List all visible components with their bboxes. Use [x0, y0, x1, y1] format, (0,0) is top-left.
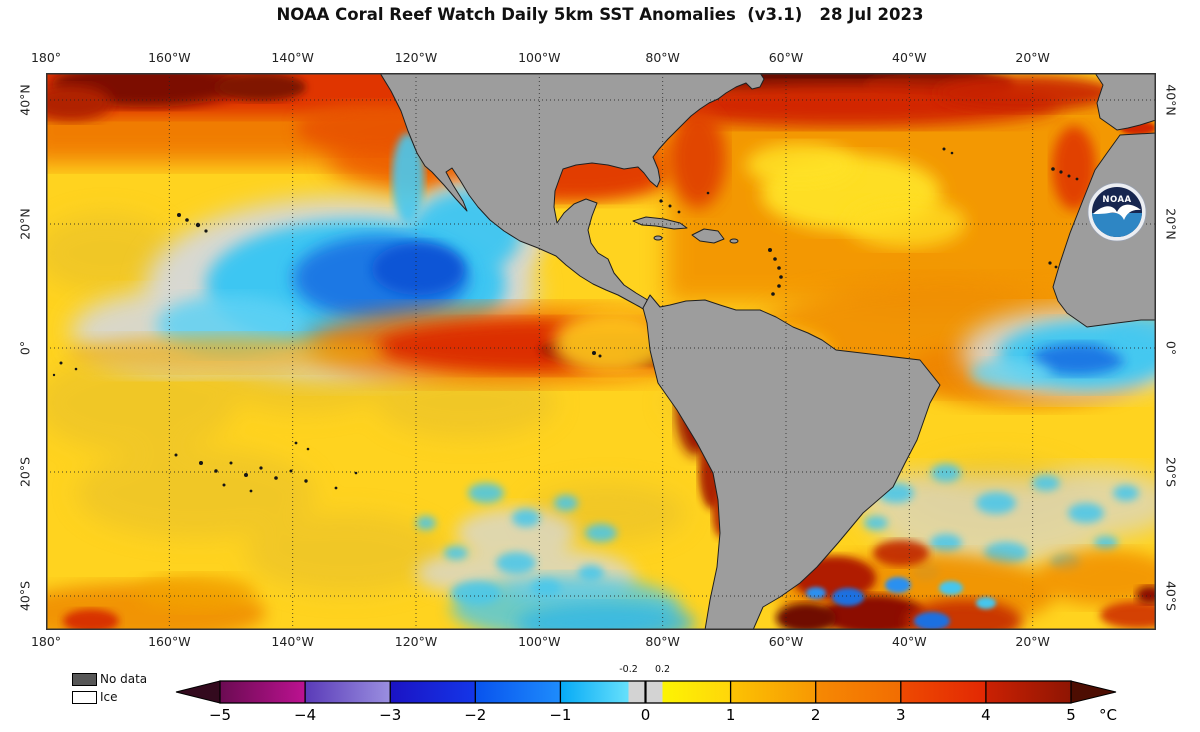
ice-swatch [72, 690, 97, 704]
lat-tick-label: 40°S [17, 580, 33, 612]
lat-tick-label: 20°N [1163, 208, 1179, 240]
lon-tick-label: 160°W [148, 634, 191, 649]
colorbar-tick-label: 5 [1066, 706, 1076, 724]
land-jamaica [653, 235, 663, 241]
colorbar-subtick-label: 0.2 [654, 664, 671, 675]
land-south-america [642, 294, 941, 630]
axis-top: 180° 160°W 140°W 120°W 100°W 80°W 60°W 40°W 20°W [31, 50, 1156, 68]
colorbar-right-arrow [1070, 680, 1117, 704]
no-data-label: No data [100, 672, 148, 686]
lon-tick-label: 120°W [394, 634, 438, 649]
colorbar-tick-label: −4 [294, 706, 317, 724]
lat-tick-label: 20°S [1163, 456, 1179, 488]
lon-tick-label: 120°W [394, 50, 438, 65]
land-puerto-rico [729, 238, 739, 244]
land-hispaniola [691, 228, 725, 244]
lat-tick-label: 40°N [1163, 84, 1179, 116]
lon-tick-label: 140°W [271, 50, 314, 65]
logo-text: NOAA [1102, 195, 1131, 205]
axis-left: 40°N 20°N 0° 20°S 40°S [14, 73, 36, 630]
legend-row-ice: Ice [72, 689, 147, 705]
lon-tick-label: 100°W [518, 634, 561, 649]
island-specks [52, 147, 1079, 493]
lon-tick-label: 100°W [518, 50, 561, 65]
colorbar-subtick-label: -0.2 [619, 664, 638, 675]
colorbar-units: °C [1099, 706, 1117, 724]
lon-tick-label: 20°W [1015, 50, 1050, 65]
colorbar-tick-label: −2 [464, 706, 487, 724]
lon-tick-label: 80°W [645, 50, 680, 65]
sst-anomaly-field [46, 73, 1156, 630]
no-data-swatch [72, 672, 97, 686]
lat-tick-label: 20°N [17, 208, 33, 240]
page-title: NOAA Coral Reef Watch Daily 5km SST Anom… [276, 5, 924, 24]
logo-gull-icon [1093, 204, 1141, 220]
axis-bottom: 180° 160°W 140°W 120°W 100°W 80°W 60°W 40°W 20°W [31, 634, 1156, 652]
land-cuba [632, 216, 688, 230]
lon-tick-label: 60°W [768, 634, 804, 649]
map-canvas [46, 73, 1156, 630]
land-iberia [1094, 73, 1156, 131]
lon-tick-label: 60°W [768, 50, 804, 65]
lat-tick-label: 40°N [17, 84, 33, 116]
colorbar-tick-label: −3 [379, 706, 402, 724]
graticule [46, 73, 1156, 630]
land-north-america [379, 73, 765, 314]
colorbar-tick-label: 4 [981, 706, 991, 724]
lon-tick-label: 180° [30, 50, 62, 65]
axis-right: 40°N 20°N 0° 20°S 40°S [1160, 73, 1182, 630]
colorbar-tick-label: −5 [208, 706, 232, 724]
lon-tick-label: 160°W [148, 50, 191, 65]
lat-tick-label: 20°S [17, 456, 33, 488]
lon-tick-label: 140°W [271, 634, 314, 649]
colorbar-tick-label: 2 [810, 706, 821, 724]
lat-tick-label: 40°S [1163, 580, 1179, 612]
lat-tick-label: 0° [1163, 340, 1179, 356]
lon-tick-label: 20°W [1015, 634, 1050, 649]
map-frame [46, 73, 1156, 630]
colorbar-tick-label: −1 [549, 706, 572, 724]
legend-row-no-data: No data [72, 671, 147, 687]
lon-tick-label: 180° [30, 634, 62, 649]
colorbar-tick-label: 1 [725, 706, 736, 724]
colorbar-tick-label: 3 [896, 706, 906, 724]
colorbar-tick-label: 0 [640, 706, 651, 724]
map-border [46, 73, 1156, 630]
map-legend: No data Ice [72, 671, 147, 707]
lat-tick-label: 0° [17, 340, 33, 356]
noaa-logo: NOAA [1087, 182, 1147, 242]
lon-tick-label: 80°W [645, 634, 680, 649]
lon-tick-label: 40°W [892, 634, 927, 649]
colorbar: -0.2 0.2 −5 −4 −3 −2 −1 0 1 2 3 4 5 °C [170, 664, 1150, 728]
colorbar-gradient [175, 680, 1117, 704]
lon-tick-label: 40°W [892, 50, 927, 65]
colorbar-left-arrow [175, 680, 221, 704]
ice-label: Ice [100, 690, 118, 704]
